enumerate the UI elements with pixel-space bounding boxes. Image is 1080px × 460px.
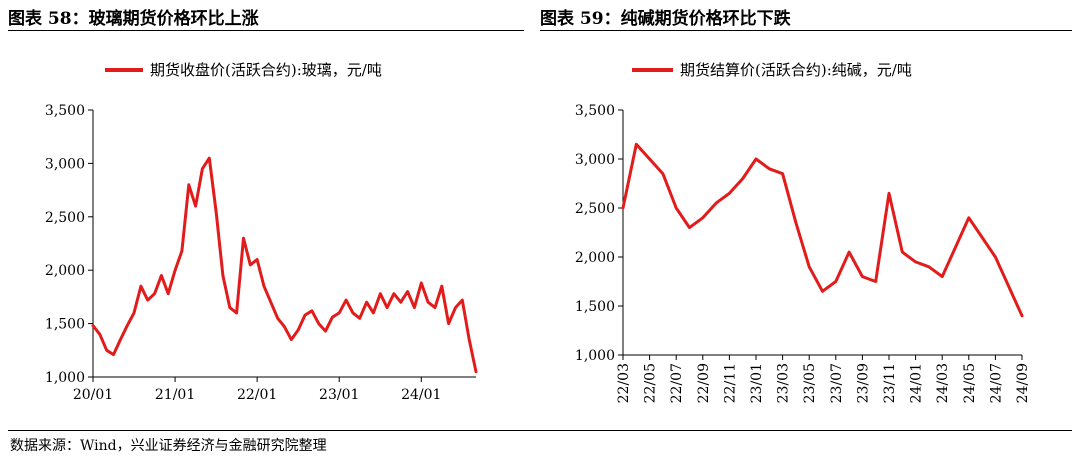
x-tick-label: 22/11	[722, 363, 738, 403]
title-rule-soda-ash	[540, 30, 1072, 31]
x-tick-label: 24/05	[962, 363, 978, 403]
chart-title-glass: 图表 58：玻璃期货价格环比上涨	[8, 9, 259, 29]
x-tick-label: 23/07	[829, 363, 845, 403]
y-tick-label: 1,500	[575, 299, 615, 315]
y-tick-label: 3,000	[45, 156, 85, 172]
x-tick-label: 22/05	[643, 363, 659, 403]
x-tick-label: 24/09	[1015, 363, 1031, 403]
x-tick-label: 22/03	[616, 363, 632, 403]
x-tick-label: 21/01	[155, 387, 195, 403]
glass-futures-chart: 期货收盘价(活跃合约):玻璃，元/吨 1,000 1,500 2,000 2,500 3,…	[45, 61, 478, 403]
y-tick-label: 1,000	[45, 370, 85, 386]
y-tick-label: 3,000	[575, 152, 615, 168]
x-tick-label: 24/07	[988, 363, 1004, 403]
legend-label: 期货收盘价(活跃合约):玻璃，元/吨	[150, 61, 382, 79]
x-tick-label: 24/03	[935, 363, 951, 403]
x-tick-label: 22/09	[696, 363, 712, 403]
x-tick-label: 23/01	[749, 363, 765, 403]
y-tick-label: 2,500	[45, 210, 85, 226]
chart-title-soda-ash: 图表 59：纯碱期货价格环比下跌	[540, 9, 791, 29]
y-tick-label: 2,000	[45, 263, 85, 279]
x-tick-label: 23/11	[882, 363, 898, 403]
y-tick-label: 3,500	[45, 103, 85, 119]
y-tick-label: 1,000	[575, 348, 615, 364]
soda-ash-futures-chart: 期货结算价(活跃合约):纯碱，元/吨 1,000 1,500 2,000 2,500 3,…	[575, 61, 1031, 403]
x-tick-label: 23/01	[319, 387, 359, 403]
series-line	[91, 156, 478, 374]
source-rule	[8, 430, 1072, 431]
x-tick-label: 22/01	[237, 387, 277, 403]
x-tick-label: 20/01	[73, 387, 113, 403]
series-line	[621, 142, 1024, 318]
y-tick-label: 3,500	[575, 103, 615, 119]
title-rule-glass	[8, 30, 524, 31]
x-tick-label: 23/03	[776, 363, 792, 403]
x-tick-label: 23/09	[855, 363, 871, 403]
x-tick-label: 24/01	[909, 363, 925, 403]
x-tick-label: 23/05	[802, 363, 818, 403]
y-tick-label: 2,000	[575, 250, 615, 266]
legend-label: 期货结算价(活跃合约):纯碱，元/吨	[680, 61, 912, 79]
source-note: 数据来源：Wind，兴业证券经济与金融研究院整理	[10, 438, 327, 454]
y-tick-label: 2,500	[575, 201, 615, 217]
x-tick-label: 22/07	[669, 363, 685, 403]
y-tick-label: 1,500	[45, 317, 85, 333]
x-tick-label: 24/01	[401, 387, 441, 403]
